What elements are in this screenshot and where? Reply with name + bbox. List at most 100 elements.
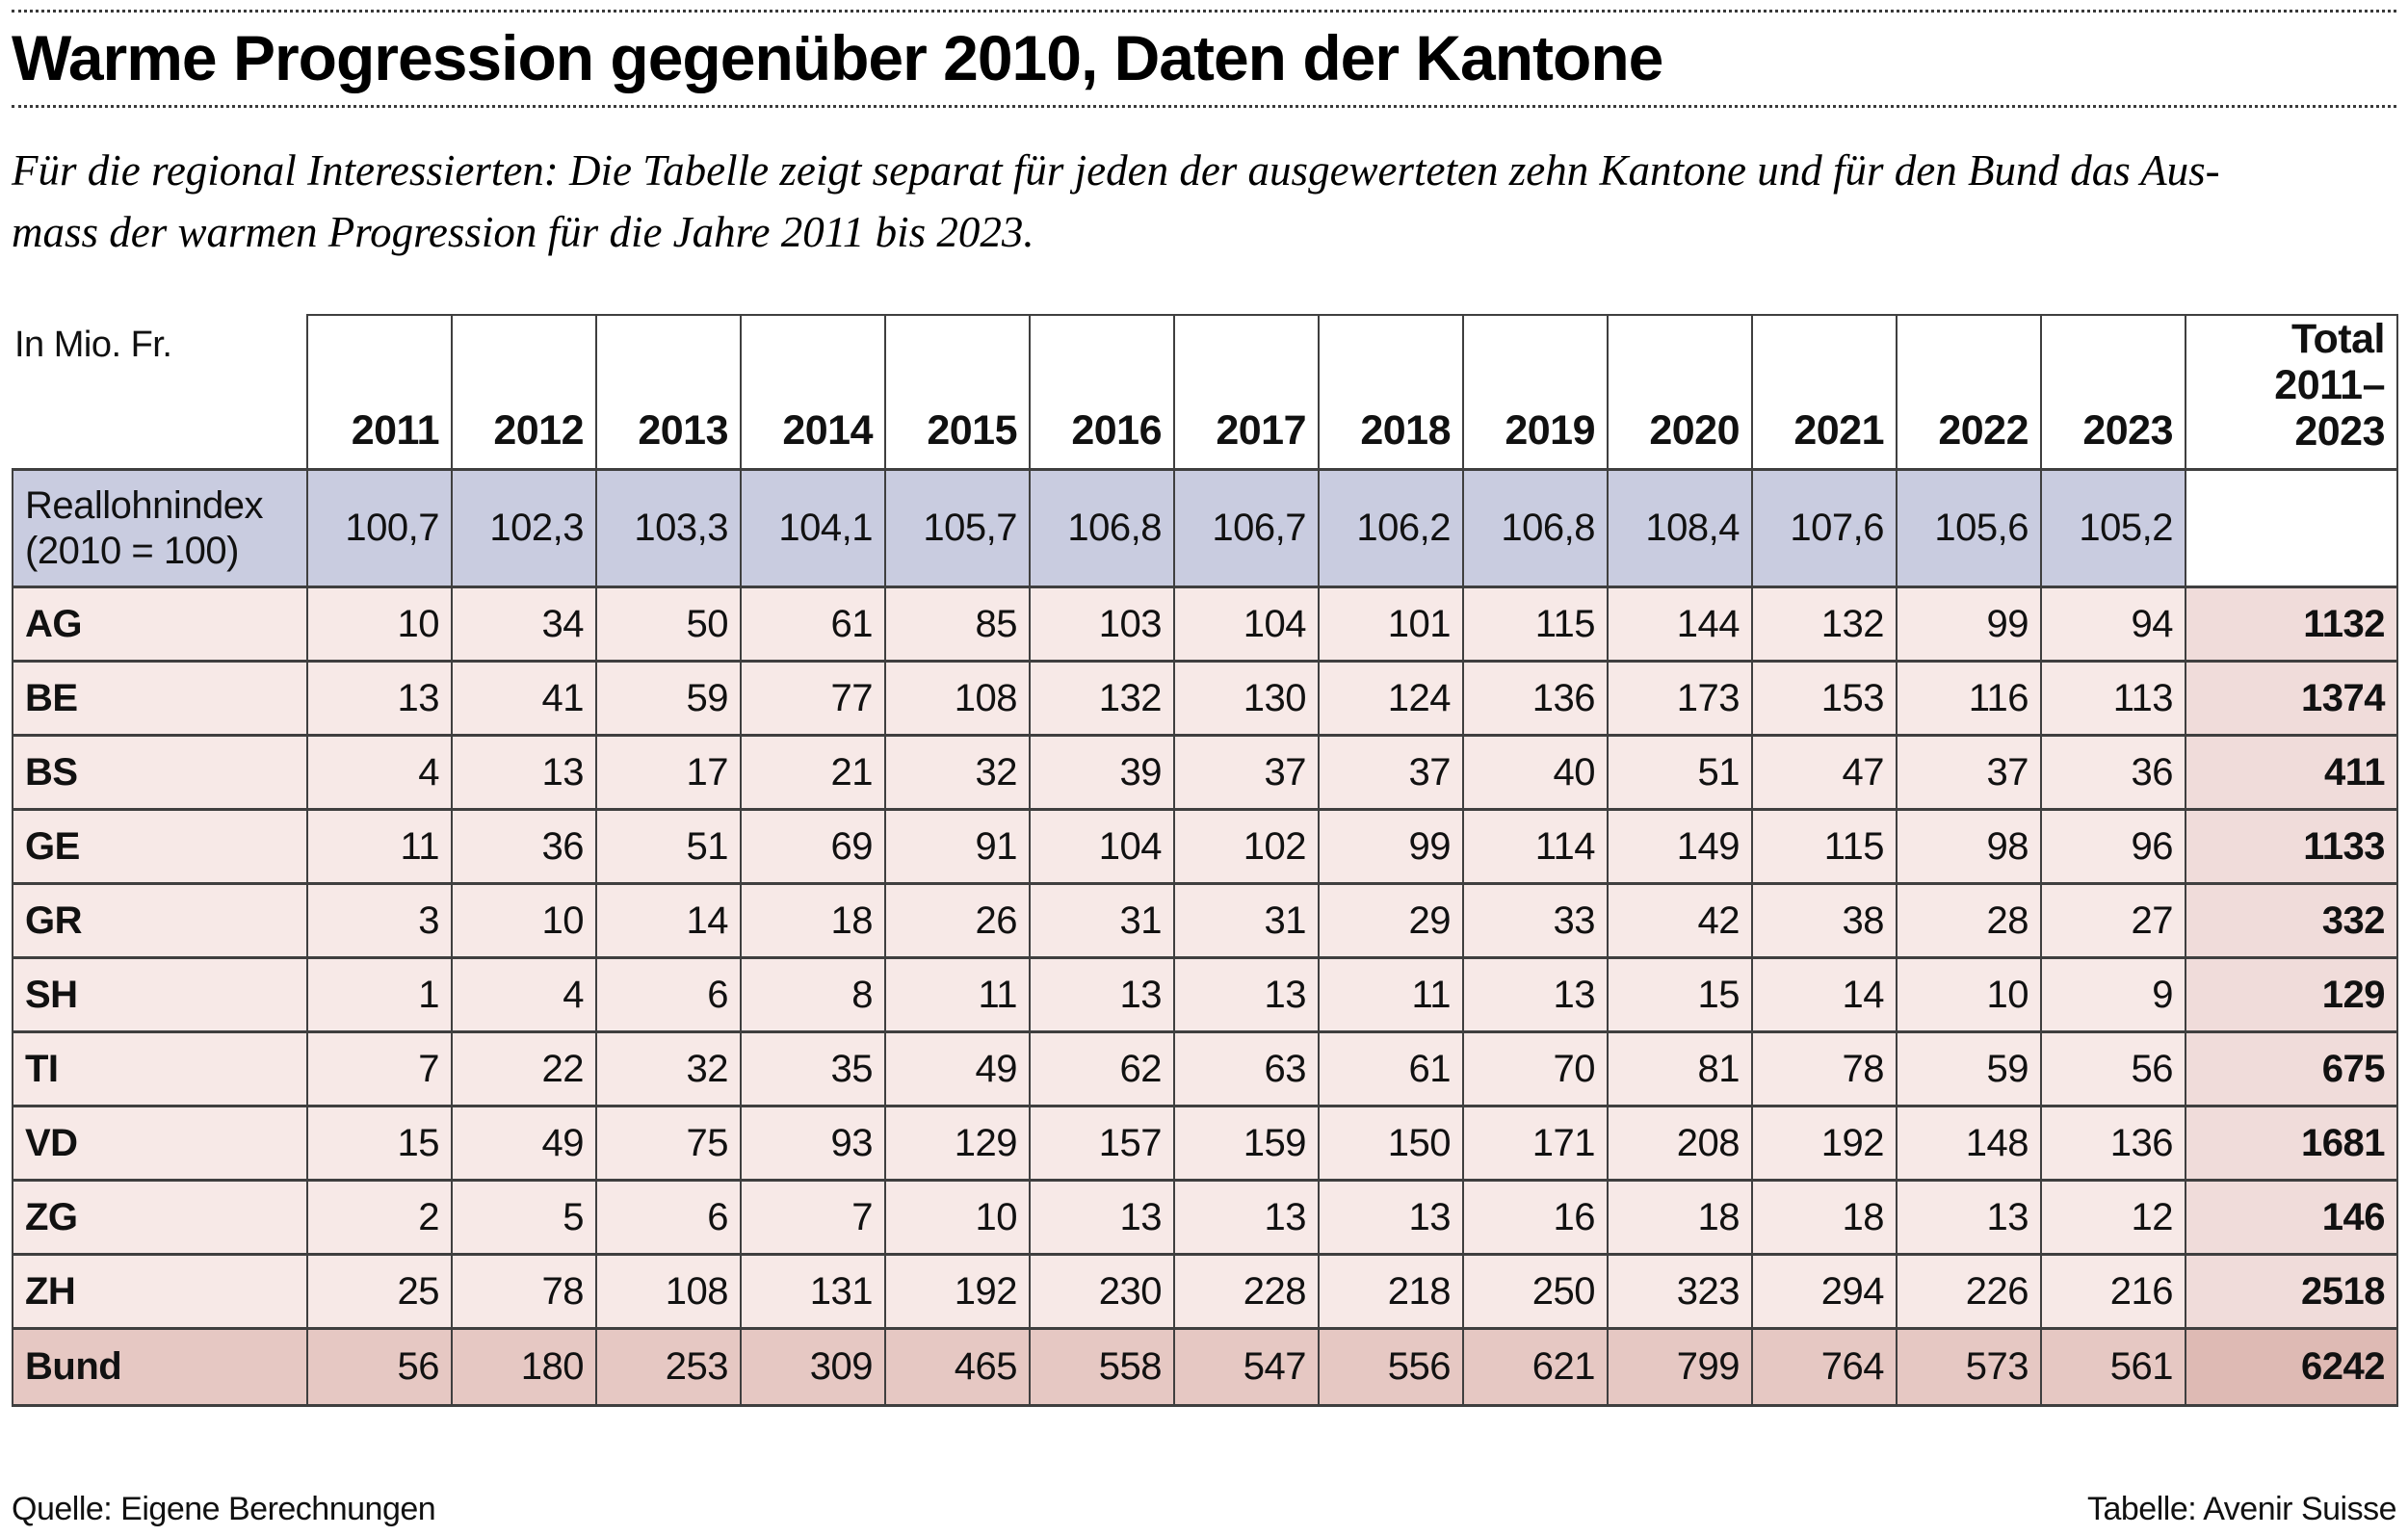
total-cell: 1681 [2185,1105,2398,1182]
canton-label: SH [12,956,308,1033]
value-cell: 115 [1462,586,1609,663]
table-row: VD 15 49 75 93 129 157 159 150 171 208 192 148 136 168… [12,1105,2398,1182]
value-cell: 18 [740,882,886,959]
value-cell: 18 [1751,1179,1898,1256]
total-cell: 146 [2185,1179,2398,1256]
value-cell: 102 [1173,808,1320,885]
value-cell: 218 [1318,1253,1464,1330]
value-cell: 59 [595,660,742,737]
value-cell: 39 [1029,734,1175,811]
value-cell: 31 [1029,882,1175,959]
total-cell: 1374 [2185,660,2398,737]
value-cell: 28 [1896,882,2042,959]
value-cell: 4 [306,734,453,811]
value-cell: 107,6 [1751,468,1898,588]
value-cell: 70 [1462,1030,1609,1107]
value-cell: 37 [1318,734,1464,811]
value-cell: 13 [1462,956,1609,1033]
value-cell: 108 [884,660,1031,737]
table-row: ZH 25 78 108 131 192 230 228 218 250 323 294 226 216 2… [12,1253,2398,1330]
table-row: SH 1 4 6 8 11 13 13 11 13 15 14 10 9 129 [12,956,2398,1033]
year-header-cell: 2014 [740,313,886,471]
value-cell: 22 [451,1030,597,1107]
value-cell: 192 [884,1253,1031,1330]
value-cell: 11 [884,956,1031,1033]
value-cell: 113 [2040,660,2186,737]
unit-label: In Mio. Fr. [13,314,307,470]
data-table-wrap: In Mio. Fr. 2011 2012 2013 2014 2015 2016 2017… [12,313,2398,1407]
total-cell: 129 [2185,956,2398,1033]
total-cell: 6242 [2185,1327,2398,1407]
value-cell: 129 [884,1105,1031,1182]
value-cell: 6 [595,956,742,1033]
value-cell: 216 [2040,1253,2186,1330]
value-cell: 78 [451,1253,597,1330]
canton-label: ZH [12,1253,308,1330]
total-cell [2185,468,2398,588]
total-cell: 2518 [2185,1253,2398,1330]
value-cell: 47 [1751,734,1898,811]
value-cell: 104 [1173,586,1320,663]
value-cell: 173 [1607,660,1753,737]
value-cell: 7 [740,1179,886,1256]
value-cell: 5 [451,1179,597,1256]
data-table: In Mio. Fr. 2011 2012 2013 2014 2015 2016 2017… [12,313,2398,1407]
value-cell: 153 [1751,660,1898,737]
year-header-cell: 2016 [1029,313,1175,471]
value-cell: 104 [1029,808,1175,885]
value-cell: 14 [1751,956,1898,1033]
page-title: Warme Progression gegenüber 2010, Daten … [12,22,1663,93]
value-cell: 105,2 [2040,468,2186,588]
canton-label: Bund [12,1327,308,1407]
table-row: GR 3 10 14 18 26 31 31 29 33 42 38 28 27 332 [12,882,2398,959]
total-cell: 332 [2185,882,2398,959]
value-cell: 56 [2040,1030,2186,1107]
year-header-cell: 2012 [451,313,597,471]
value-cell: 3 [306,882,453,959]
value-cell: 21 [740,734,886,811]
table-row: ZG 2 5 6 7 10 13 13 13 16 18 18 13 12 146 [12,1179,2398,1256]
value-cell: 323 [1607,1253,1753,1330]
value-cell: 99 [1318,808,1464,885]
credit-note: Tabelle: Avenir Suisse [2086,1491,2397,1527]
table-row: Bund 56 180 253 309 465 558 547 556 621 799 764 573 5… [12,1327,2398,1407]
subtitle-text: Für die regional Interessierten: Die Tab… [12,146,2220,256]
value-cell: 32 [884,734,1031,811]
value-cell: 106,7 [1173,468,1320,588]
value-cell: 106,8 [1462,468,1609,588]
value-cell: 10 [884,1179,1031,1256]
value-cell: 11 [306,808,453,885]
value-cell: 17 [595,734,742,811]
value-cell: 13 [1173,956,1320,1033]
value-cell: 799 [1607,1327,1753,1407]
value-cell: 59 [1896,1030,2042,1107]
value-cell: 192 [1751,1105,1898,1182]
value-cell: 4 [451,956,597,1033]
value-cell: 9 [2040,956,2186,1033]
value-cell: 230 [1029,1253,1175,1330]
value-cell: 115 [1751,808,1898,885]
value-cell: 148 [1896,1105,2042,1182]
value-cell: 10 [306,586,453,663]
value-cell: 15 [306,1105,453,1182]
value-cell: 228 [1173,1253,1320,1330]
table-row: GE 11 36 51 69 91 104 102 99 114 149 115 98 96 1133 [12,808,2398,885]
table-header-row: In Mio. Fr. 2011 2012 2013 2014 2015 2016 2017… [13,313,2398,471]
value-cell: 63 [1173,1030,1320,1107]
value-cell: 13 [1029,1179,1175,1256]
value-cell: 98 [1896,808,2042,885]
canton-label: VD [12,1105,308,1182]
value-cell: 6 [595,1179,742,1256]
value-cell: 149 [1607,808,1753,885]
table-row: TI 7 22 32 35 49 62 63 61 70 81 78 59 56 675 [12,1030,2398,1107]
value-cell: 13 [306,660,453,737]
value-cell: 12 [2040,1179,2186,1256]
value-cell: 208 [1607,1105,1753,1182]
value-cell: 10 [451,882,597,959]
value-cell: 1 [306,956,453,1033]
value-cell: 13 [451,734,597,811]
value-cell: 131 [740,1253,886,1330]
value-cell: 2 [306,1179,453,1256]
canton-label: GE [12,808,308,885]
total-cell: 1133 [2185,808,2398,885]
